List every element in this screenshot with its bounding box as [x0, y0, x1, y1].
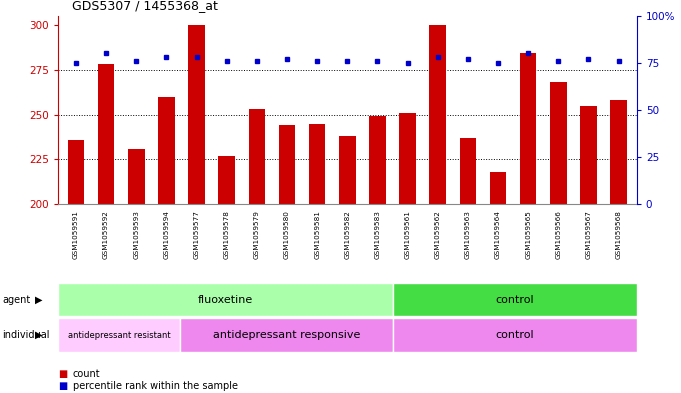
Text: GSM1059583: GSM1059583: [375, 211, 381, 259]
Text: ■: ■: [58, 369, 67, 379]
Bar: [490, 172, 507, 204]
Bar: [58, 318, 180, 352]
Text: GSM1059561: GSM1059561: [405, 211, 411, 259]
Text: GDS5307 / 1455368_at: GDS5307 / 1455368_at: [72, 0, 217, 12]
Text: GSM1059577: GSM1059577: [193, 211, 200, 259]
Text: control: control: [496, 330, 534, 340]
Bar: [580, 106, 597, 204]
Bar: [219, 156, 235, 204]
Text: GSM1059568: GSM1059568: [616, 211, 622, 259]
Bar: [58, 283, 393, 316]
Text: GSM1059581: GSM1059581: [314, 211, 320, 259]
Bar: [399, 113, 416, 204]
Text: GSM1059566: GSM1059566: [555, 211, 561, 259]
Bar: [180, 318, 393, 352]
Text: GSM1059580: GSM1059580: [284, 211, 290, 259]
Bar: [279, 125, 296, 204]
Text: GSM1059591: GSM1059591: [73, 211, 79, 259]
Text: GSM1059582: GSM1059582: [345, 211, 350, 259]
Text: GSM1059594: GSM1059594: [163, 211, 170, 259]
Bar: [98, 64, 114, 204]
Text: control: control: [496, 295, 534, 305]
Bar: [393, 318, 637, 352]
Bar: [249, 109, 265, 204]
Text: individual: individual: [2, 330, 50, 340]
Text: ■: ■: [58, 381, 67, 391]
Text: GSM1059578: GSM1059578: [224, 211, 229, 259]
Bar: [158, 97, 175, 204]
Text: ▶: ▶: [35, 295, 43, 305]
Bar: [339, 136, 355, 204]
Bar: [520, 53, 537, 204]
Text: GSM1059564: GSM1059564: [495, 211, 501, 259]
Bar: [67, 140, 84, 204]
Text: antidepressant resistant: antidepressant resistant: [67, 331, 170, 340]
Bar: [460, 138, 476, 204]
Bar: [393, 283, 637, 316]
Text: GSM1059567: GSM1059567: [586, 211, 592, 259]
Text: ▶: ▶: [35, 330, 43, 340]
Text: GSM1059563: GSM1059563: [465, 211, 471, 259]
Text: fluoxetine: fluoxetine: [197, 295, 253, 305]
Bar: [430, 25, 446, 204]
Bar: [309, 123, 326, 204]
Text: count: count: [73, 369, 101, 379]
Bar: [550, 82, 567, 204]
Text: antidepressant responsive: antidepressant responsive: [212, 330, 360, 340]
Text: agent: agent: [2, 295, 30, 305]
Text: percentile rank within the sample: percentile rank within the sample: [73, 381, 238, 391]
Text: GSM1059562: GSM1059562: [434, 211, 441, 259]
Bar: [188, 25, 205, 204]
Bar: [128, 149, 144, 204]
Text: GSM1059593: GSM1059593: [133, 211, 140, 259]
Text: GSM1059565: GSM1059565: [525, 211, 531, 259]
Bar: [610, 100, 627, 204]
Text: GSM1059579: GSM1059579: [254, 211, 260, 259]
Text: GSM1059592: GSM1059592: [103, 211, 109, 259]
Bar: [369, 116, 385, 204]
